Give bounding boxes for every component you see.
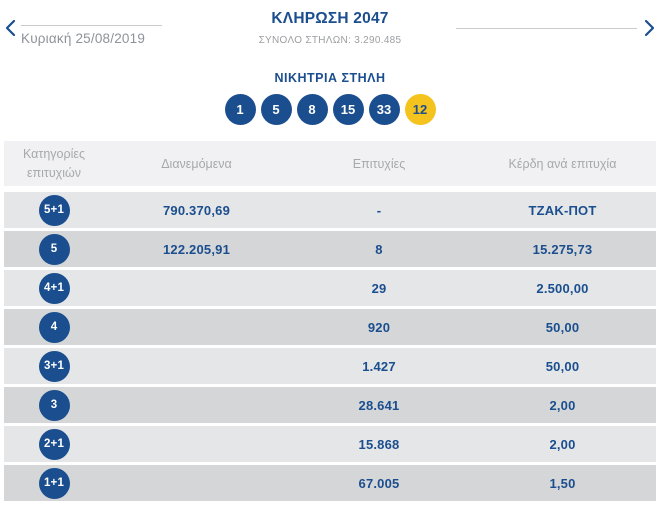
wins-value: 28.641 xyxy=(358,397,400,413)
table-row: 4 920 50,00 xyxy=(4,309,656,345)
prize-value: ΤΖΑΚ-ΠΟΤ xyxy=(528,202,597,218)
column-header-wins: Επιτυχίες xyxy=(352,156,406,171)
prize-value: 50,00 xyxy=(545,319,580,335)
winning-column-heading: ΝΙΚΗΤΡΙΑ ΣΤΗΛΗ xyxy=(274,71,386,85)
table-row: 3+1 1.427 50,00 xyxy=(4,348,656,384)
distributed-value: 122.205,91 xyxy=(162,241,231,257)
table-row: 5+1 790.370,69 - ΤΖΑΚ-ΠΟΤ xyxy=(4,192,656,228)
results-table: Κατηγορίες επιτυχιών Διανεμόμενα Επιτυχί… xyxy=(4,141,656,501)
wins-value: - xyxy=(376,202,382,218)
chevron-left-icon xyxy=(5,19,16,40)
wins-value: 920 xyxy=(367,319,391,335)
table-row: 3 28.641 2,00 xyxy=(4,387,656,423)
wins-value: 1.427 xyxy=(362,358,396,374)
draw-title: ΚΛΗΡΩΣΗ 2047 xyxy=(271,10,389,27)
category-badge: 2+1 xyxy=(38,428,70,460)
table-row: 4+1 29 2.500,00 xyxy=(4,270,656,306)
category-badge: 1+1 xyxy=(38,467,70,499)
prize-value: 2.500,00 xyxy=(536,280,589,296)
draw-date: Κυριακή 25/08/2019 xyxy=(21,31,146,46)
number-ball: 15 xyxy=(332,94,364,125)
category-badge: 4 xyxy=(38,311,70,343)
previous-draw-button[interactable] xyxy=(3,17,18,39)
number-ball: 33 xyxy=(368,94,400,125)
table-row: 1+1 67.005 1,50 xyxy=(4,465,656,501)
table-row: 2+1 15.868 2,00 xyxy=(4,426,656,462)
prize-value: 50,00 xyxy=(545,358,580,374)
wins-value: 29 xyxy=(371,280,387,296)
total-columns-label: ΣΥΝΟΛΟ ΣΤΗΛΩΝ: 3.290.485 xyxy=(258,35,402,46)
wins-value: 15.868 xyxy=(358,436,400,452)
table-row: 5 122.205,91 8 15.275,73 xyxy=(4,231,656,267)
column-header-distributed: Διανεμόμενα xyxy=(161,156,232,171)
column-header-prize: Κέρδη ανά επιτυχία xyxy=(508,156,617,171)
header-divider-left xyxy=(21,25,162,26)
winning-numbers: 1 5 8 15 33 12 xyxy=(0,94,660,125)
prize-value: 15.275,73 xyxy=(532,241,593,257)
column-header-category: Κατηγορίες επιτυχιών xyxy=(23,147,85,180)
header-divider-right xyxy=(456,28,637,29)
chevron-right-icon xyxy=(644,19,655,40)
distributed-value: 790.370,69 xyxy=(162,202,231,218)
winning-column-section: ΝΙΚΗΤΡΙΑ ΣΤΗΛΗ 1 5 8 15 33 12 xyxy=(0,71,660,125)
next-draw-button[interactable] xyxy=(642,17,657,39)
bonus-number-ball: 12 xyxy=(404,94,436,125)
prize-value: 2,00 xyxy=(549,436,576,452)
category-badge: 3 xyxy=(38,389,70,421)
prize-value: 2,00 xyxy=(549,397,576,413)
table-header-row: Κατηγορίες επιτυχιών Διανεμόμενα Επιτυχί… xyxy=(4,141,656,186)
wins-value: 8 xyxy=(375,241,383,257)
number-ball: 5 xyxy=(260,94,292,125)
prize-value: 1,50 xyxy=(549,475,576,491)
category-badge: 3+1 xyxy=(38,350,70,382)
draw-header: Κυριακή 25/08/2019 ΚΛΗΡΩΣΗ 2047 ΣΥΝΟΛΟ Σ… xyxy=(0,0,660,60)
number-ball: 1 xyxy=(224,94,256,125)
wins-value: 67.005 xyxy=(358,475,400,491)
category-badge: 4+1 xyxy=(38,272,70,304)
category-badge: 5+1 xyxy=(38,194,70,226)
number-ball: 8 xyxy=(296,94,328,125)
category-badge: 5 xyxy=(38,233,70,265)
